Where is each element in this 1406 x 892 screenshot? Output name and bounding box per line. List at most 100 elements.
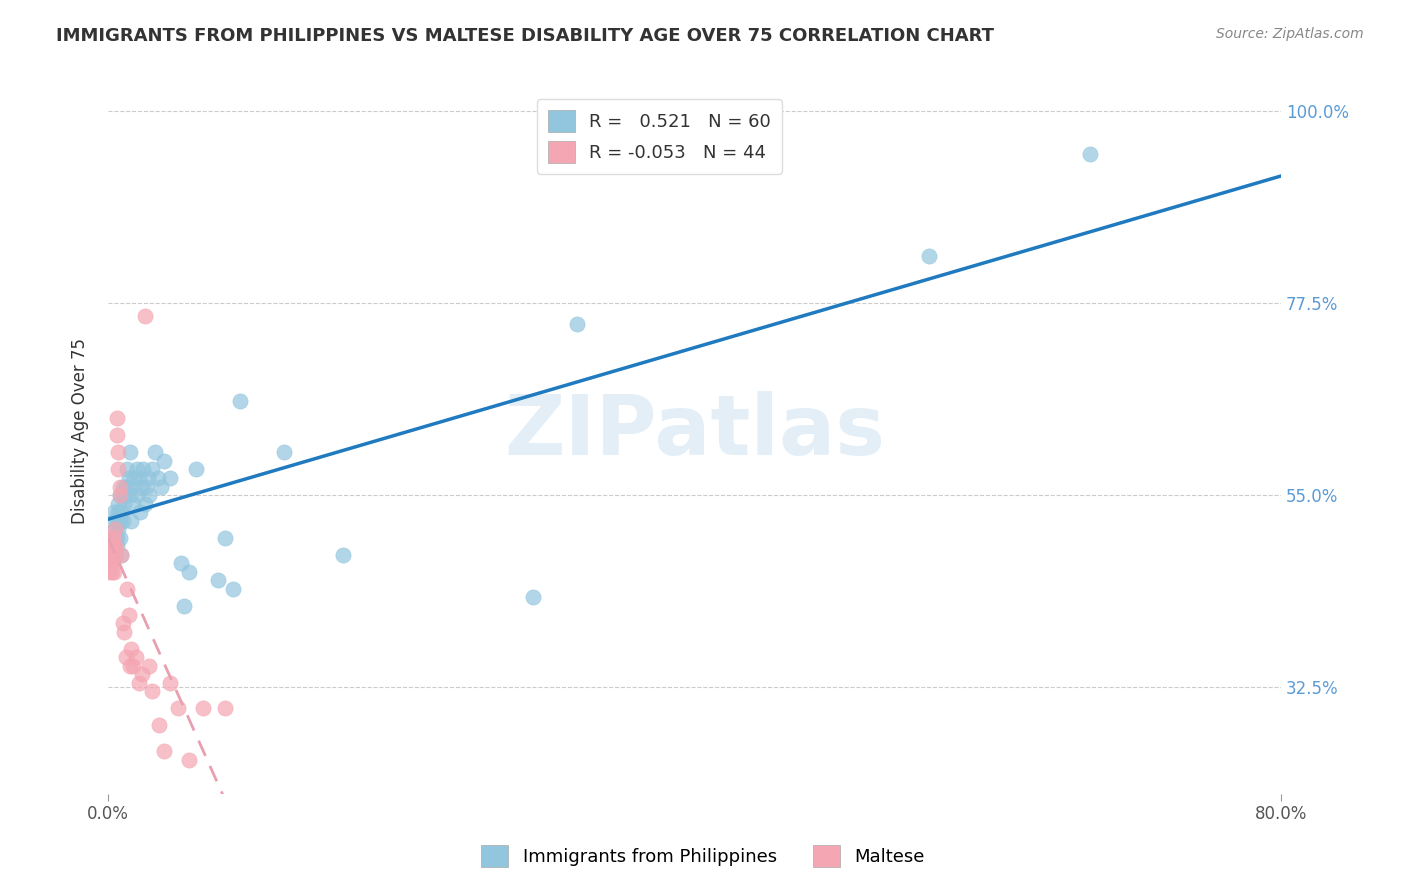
Point bbox=[108, 479, 131, 493]
Point bbox=[127, 488, 149, 502]
Point bbox=[105, 514, 128, 528]
Point bbox=[111, 514, 134, 528]
Point bbox=[141, 684, 163, 698]
Point bbox=[124, 471, 146, 485]
Point bbox=[110, 505, 132, 519]
Point bbox=[143, 445, 166, 459]
Point bbox=[134, 309, 156, 323]
Point bbox=[107, 497, 129, 511]
Point bbox=[98, 565, 121, 579]
Point bbox=[107, 522, 129, 536]
Point bbox=[105, 428, 128, 442]
Point bbox=[115, 462, 138, 476]
Point bbox=[125, 650, 148, 665]
Point bbox=[118, 445, 141, 459]
Point bbox=[141, 462, 163, 476]
Legend: R =   0.521   N = 60, R = -0.053   N = 44: R = 0.521 N = 60, R = -0.053 N = 44 bbox=[537, 99, 782, 174]
Point bbox=[918, 249, 941, 263]
Point bbox=[273, 445, 295, 459]
Point bbox=[104, 539, 127, 553]
Point bbox=[120, 641, 142, 656]
Point bbox=[332, 548, 354, 562]
Point bbox=[112, 497, 135, 511]
Point bbox=[108, 488, 131, 502]
Point bbox=[146, 471, 169, 485]
Point bbox=[167, 701, 190, 715]
Point bbox=[105, 539, 128, 553]
Point bbox=[214, 531, 236, 545]
Point bbox=[115, 582, 138, 596]
Point bbox=[114, 650, 136, 665]
Point bbox=[122, 658, 145, 673]
Point bbox=[128, 675, 150, 690]
Text: Source: ZipAtlas.com: Source: ZipAtlas.com bbox=[1216, 27, 1364, 41]
Point bbox=[101, 565, 124, 579]
Point bbox=[138, 488, 160, 502]
Point bbox=[110, 548, 132, 562]
Point bbox=[148, 718, 170, 732]
Point bbox=[135, 479, 157, 493]
Point bbox=[101, 557, 124, 571]
Point bbox=[177, 565, 200, 579]
Point bbox=[127, 462, 149, 476]
Point bbox=[131, 667, 153, 681]
Point bbox=[103, 565, 125, 579]
Point bbox=[107, 505, 129, 519]
Point bbox=[103, 531, 125, 545]
Point bbox=[120, 514, 142, 528]
Point bbox=[100, 557, 122, 571]
Point bbox=[100, 557, 122, 571]
Point bbox=[1078, 146, 1101, 161]
Point bbox=[103, 539, 125, 553]
Point bbox=[134, 497, 156, 511]
Text: ZIPatlas: ZIPatlas bbox=[503, 391, 884, 472]
Legend: Immigrants from Philippines, Maltese: Immigrants from Philippines, Maltese bbox=[474, 838, 932, 874]
Point bbox=[112, 624, 135, 639]
Point bbox=[173, 599, 195, 613]
Text: IMMIGRANTS FROM PHILIPPINES VS MALTESE DISABILITY AGE OVER 75 CORRELATION CHART: IMMIGRANTS FROM PHILIPPINES VS MALTESE D… bbox=[56, 27, 994, 45]
Point bbox=[118, 658, 141, 673]
Point bbox=[105, 531, 128, 545]
Y-axis label: Disability Age Over 75: Disability Age Over 75 bbox=[72, 338, 89, 524]
Point bbox=[170, 557, 193, 571]
Point bbox=[104, 531, 127, 545]
Point bbox=[103, 505, 125, 519]
Point bbox=[107, 445, 129, 459]
Point bbox=[184, 462, 207, 476]
Point bbox=[108, 514, 131, 528]
Point bbox=[117, 471, 139, 485]
Point bbox=[105, 411, 128, 425]
Point bbox=[104, 548, 127, 562]
Point bbox=[567, 318, 589, 332]
Point bbox=[108, 488, 131, 502]
Point bbox=[152, 744, 174, 758]
Point bbox=[159, 471, 181, 485]
Point bbox=[129, 505, 152, 519]
Point bbox=[107, 462, 129, 476]
Point bbox=[104, 548, 127, 562]
Point bbox=[131, 479, 153, 493]
Point bbox=[522, 591, 544, 605]
Point bbox=[122, 497, 145, 511]
Point bbox=[132, 462, 155, 476]
Point bbox=[152, 454, 174, 468]
Point bbox=[149, 479, 172, 493]
Point bbox=[111, 479, 134, 493]
Point bbox=[100, 531, 122, 545]
Point bbox=[138, 658, 160, 673]
Point bbox=[207, 574, 229, 588]
Point bbox=[229, 394, 252, 409]
Point bbox=[214, 701, 236, 715]
Point bbox=[104, 522, 127, 536]
Point bbox=[108, 531, 131, 545]
Point bbox=[110, 548, 132, 562]
Point bbox=[118, 488, 141, 502]
Point bbox=[221, 582, 243, 596]
Point bbox=[101, 548, 124, 562]
Point bbox=[136, 471, 159, 485]
Point bbox=[100, 548, 122, 562]
Point bbox=[120, 479, 142, 493]
Point bbox=[111, 615, 134, 630]
Point bbox=[103, 514, 125, 528]
Point bbox=[101, 531, 124, 545]
